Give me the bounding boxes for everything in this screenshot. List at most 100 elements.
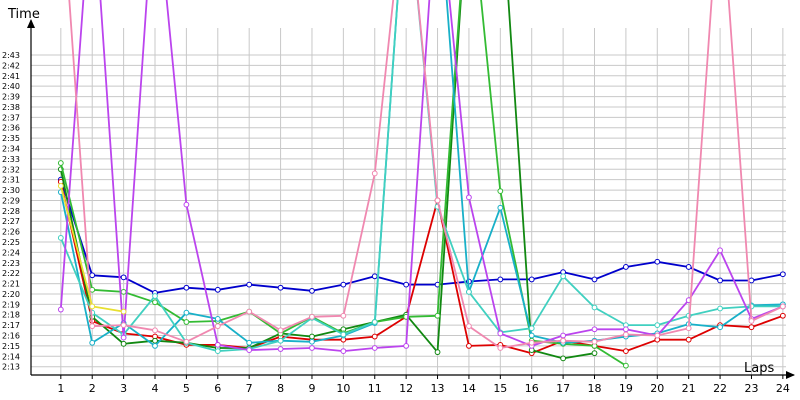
- data-point: [246, 339, 253, 346]
- data-point: [120, 288, 127, 295]
- data-point: [152, 293, 158, 299]
- y-tick-label: 2:30: [2, 186, 20, 195]
- y-tick-label: 2:31: [2, 176, 20, 185]
- data-point: [717, 305, 723, 312]
- data-point: [622, 348, 629, 355]
- data-point: [214, 348, 221, 355]
- data-point: [434, 349, 441, 356]
- x-tick-label: 7: [246, 382, 253, 395]
- data-point: [309, 287, 315, 294]
- data-point: [309, 313, 315, 320]
- data-point: [309, 333, 315, 340]
- data-point: [466, 323, 472, 330]
- x-tick-label: 16: [525, 382, 539, 395]
- data-point: [748, 277, 755, 284]
- x-tick-label: 23: [744, 382, 758, 395]
- y-tick-label: 2:40: [2, 82, 20, 91]
- data-point: [57, 234, 64, 241]
- x-tick-label: 9: [308, 382, 315, 395]
- data-point: [340, 312, 347, 319]
- data-point: [654, 332, 661, 339]
- x-tick-label: 21: [682, 382, 696, 395]
- data-point: [717, 247, 723, 254]
- data-point: [497, 345, 504, 351]
- series-8: [68, 0, 786, 351]
- y-tick-label: 2:38: [2, 103, 20, 112]
- x-axis-title: Laps: [744, 361, 774, 376]
- x-tick-label: 12: [399, 382, 413, 395]
- data-point: [779, 271, 786, 278]
- data-point: [654, 258, 661, 265]
- data-point: [591, 326, 598, 333]
- series-line: [59, 0, 784, 352]
- data-point: [246, 281, 253, 288]
- data-point: [622, 331, 629, 338]
- x-tick-label: 18: [588, 382, 602, 395]
- data-point: [685, 336, 692, 343]
- data-point: [152, 337, 158, 344]
- x-tick-label: 14: [462, 382, 476, 395]
- data-point: [403, 343, 410, 349]
- series-line: [59, 0, 783, 352]
- series-2: [57, 178, 786, 357]
- data-point: [528, 276, 535, 283]
- data-point: [622, 362, 629, 369]
- x-tick-label: 3: [120, 382, 127, 395]
- data-point: [152, 327, 158, 334]
- y-tick-label: 2:33: [2, 155, 20, 164]
- y-tick-label: 2:22: [2, 269, 20, 278]
- data-point: [183, 284, 190, 291]
- y-tick-label: 2:28: [2, 207, 20, 216]
- data-point: [340, 331, 347, 338]
- y-tick-label: 2:41: [2, 72, 20, 81]
- data-point: [560, 273, 567, 280]
- data-point: [779, 303, 786, 310]
- data-point: [403, 281, 410, 288]
- x-tick-label: 17: [556, 382, 570, 395]
- data-point: [309, 345, 315, 351]
- series-line: [59, 181, 784, 355]
- data-point: [277, 337, 284, 344]
- data-point: [277, 284, 284, 291]
- data-point: [214, 323, 221, 330]
- data-point: [371, 345, 378, 351]
- data-point: [309, 338, 315, 345]
- data-point: [591, 304, 598, 311]
- data-point: [685, 325, 692, 332]
- y-tick-label: 2:21: [2, 280, 20, 289]
- y-tick-label: 2:17: [2, 321, 20, 330]
- data-point: [560, 332, 567, 339]
- x-tick-label: 4: [152, 382, 159, 395]
- y-axis-arrow: [27, 19, 35, 28]
- data-point: [497, 204, 504, 211]
- x-tick-labels: 1 2 3 4 5 6 7 8 9 10 11 12 13 14 15 16 17 18 19 20 21 22 23 24: [57, 375, 790, 395]
- series-6: [57, 0, 786, 355]
- x-tick-label: 2: [89, 382, 96, 395]
- data-point: [277, 327, 284, 334]
- y-tick-labels: 2:13 2:142:152:16 2:172:18 2:192:202:21 2:22…: [2, 51, 20, 372]
- data-point: [183, 319, 190, 325]
- y-tick-label: 2:13: [2, 363, 20, 372]
- data-point: [591, 276, 598, 283]
- series-1: [57, 176, 786, 296]
- y-tick-label: 2:20: [2, 290, 20, 299]
- data-point: [57, 306, 64, 313]
- series-9: [57, 183, 127, 315]
- y-tick-label: 2:27: [2, 217, 20, 226]
- data-point: [277, 346, 284, 352]
- data-point: [717, 277, 723, 284]
- data-point: [120, 322, 127, 329]
- y-tick-label: 2:42: [2, 61, 20, 70]
- data-point: [183, 201, 190, 208]
- data-point: [717, 324, 723, 331]
- data-point: [340, 281, 347, 288]
- x-tick-label: 13: [431, 382, 445, 395]
- data-point: [246, 308, 253, 315]
- data-point: [591, 350, 598, 357]
- data-point: [654, 322, 661, 329]
- x-tick-label: 20: [650, 382, 664, 395]
- data-point: [120, 274, 127, 281]
- y-tick-label: 2:26: [2, 228, 20, 237]
- y-tick-label: 2:32: [2, 165, 20, 174]
